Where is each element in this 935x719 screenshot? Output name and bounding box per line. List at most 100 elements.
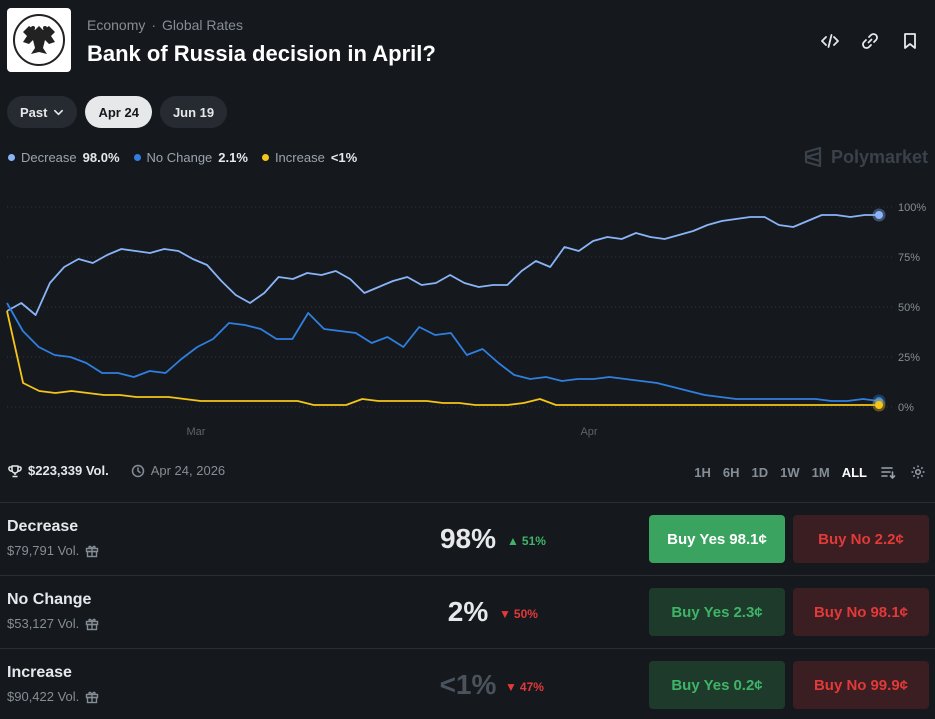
link-icon[interactable] <box>859 30 881 52</box>
buy-no-label: Buy No <box>813 603 867 621</box>
outcome-change-value: 50% <box>513 607 538 621</box>
market-logo <box>7 8 71 72</box>
buy-no-price: 2.2¢ <box>874 530 904 548</box>
outcome-probability: <1% <box>439 669 497 700</box>
y-tick-label: 25% <box>898 352 920 364</box>
buy-no-price: 99.9¢ <box>870 676 909 694</box>
polymarket-brand: Polymarket <box>803 146 928 168</box>
x-tick-label: Apr <box>580 426 597 438</box>
total-volume: $223,339 Vol. <box>8 463 109 478</box>
buy-yes-button[interactable]: Buy Yes 2.3¢ <box>649 588 785 636</box>
outcome-change: ▼ 50% <box>499 607 538 621</box>
range-1h[interactable]: 1H <box>694 464 711 480</box>
legend-label: Decrease <box>21 150 77 165</box>
legend-swatch <box>8 154 15 161</box>
outcome-volume-text: $53,127 Vol. <box>7 616 80 631</box>
buy-yes-label: Buy Yes <box>667 530 726 548</box>
total-volume-text: $223,339 Vol. <box>28 463 109 478</box>
buy-yes-price: 98.1¢ <box>729 530 767 548</box>
trophy-icon <box>8 464 22 477</box>
triangle-down-icon: ▼ <box>505 680 517 694</box>
past-dropdown[interactable]: Past <box>7 96 78 128</box>
range-1w[interactable]: 1W <box>780 464 800 480</box>
legend-label: No Change <box>146 150 213 165</box>
date-pills: Past Apr 24 Jun 19 <box>7 96 228 128</box>
triangle-down-icon: ▼ <box>499 607 511 621</box>
range-1d[interactable]: 1D <box>751 464 769 480</box>
range-all[interactable]: ALL <box>841 464 867 480</box>
market-stats: $223,339 Vol. Apr 24, 2026 <box>8 463 225 478</box>
outcome-row-increase: Increase $90,422 Vol. <1% ▼ 47% Buy Yes … <box>0 648 935 719</box>
range-6h[interactable]: 6H <box>722 464 740 480</box>
price-chart[interactable]: 100% 75% 50% 25% 0% Mar Apr <box>0 180 935 445</box>
eagle-emblem-icon <box>13 14 65 66</box>
brand-name: Polymarket <box>830 146 928 167</box>
bookmark-icon[interactable] <box>899 30 921 52</box>
chart-svg: 100% 75% 50% 25% 0% Mar Apr <box>6 202 926 438</box>
breadcrumb: Economy · Global Rates <box>87 17 243 33</box>
outcome-change-value: 51% <box>521 534 546 548</box>
date-pill[interactable]: Jun 19 <box>159 96 228 128</box>
end-date: Apr 24, 2026 <box>131 463 225 478</box>
outcome-name: Decrease <box>7 518 79 535</box>
buy-yes-button[interactable]: Buy Yes 98.1¢ <box>649 515 785 563</box>
legend-value: 2.1% <box>218 150 248 165</box>
buy-yes-label: Buy Yes <box>671 676 730 694</box>
buy-yes-price: 0.2¢ <box>733 676 763 694</box>
outcome-name: Increase <box>7 664 72 681</box>
outcome-volume: $90,422 Vol. <box>7 689 99 704</box>
embed-code-icon[interactable] <box>819 30 841 52</box>
header-actions <box>819 30 921 52</box>
buy-no-button[interactable]: Buy No 2.2¢ <box>793 515 929 563</box>
clock-icon <box>131 464 144 477</box>
series-line-decrease <box>6 214 879 316</box>
legend-label: Increase <box>274 150 325 165</box>
outcome-change: ▲ 51% <box>507 534 546 548</box>
settings-gear-icon[interactable] <box>909 463 927 481</box>
gift-icon[interactable] <box>85 617 99 631</box>
buy-yes-label: Buy Yes <box>671 603 730 621</box>
legend-value: <1% <box>330 150 358 165</box>
breadcrumb-separator: · <box>151 17 157 33</box>
gift-icon[interactable] <box>85 690 99 704</box>
legend-item: Increase <1% <box>261 150 358 165</box>
filter-icon[interactable] <box>879 463 897 481</box>
legend-value: 98.0% <box>82 150 120 165</box>
past-label: Past <box>20 104 48 120</box>
date-pill[interactable]: Apr 24 <box>85 96 152 128</box>
buy-no-button[interactable]: Buy No 98.1¢ <box>793 588 929 636</box>
outcome-row-decrease: Decrease $79,791 Vol. 98% ▲ 51% Buy Yes … <box>0 502 935 575</box>
chart-legend: Decrease 98.0% No Change 2.1% Increase <… <box>8 150 357 165</box>
y-tick-label: 0% <box>898 402 914 414</box>
legend-item: Decrease 98.0% <box>8 150 120 165</box>
outcome-probability: 2% <box>447 596 489 627</box>
x-tick-label: Mar <box>187 426 206 438</box>
buy-no-price: 98.1¢ <box>870 603 909 621</box>
breadcrumb-item[interactable]: Global Rates <box>162 17 243 33</box>
series-end-point <box>875 401 883 409</box>
outcome-volume: $53,127 Vol. <box>7 616 99 631</box>
time-range-selector: 1H 6H 1D 1W 1M ALL <box>694 463 927 481</box>
outcome-change: ▼ 47% <box>505 680 544 694</box>
buy-yes-price: 2.3¢ <box>733 603 763 621</box>
page-title: Bank of Russia decision in April? <box>87 41 436 66</box>
series-line-increase <box>6 310 879 406</box>
buy-yes-button[interactable]: Buy Yes 0.2¢ <box>649 661 785 709</box>
breadcrumb-item[interactable]: Economy <box>87 17 146 33</box>
buy-no-label: Buy No <box>813 676 867 694</box>
range-1m[interactable]: 1M <box>811 464 830 480</box>
outcome-list: Decrease $79,791 Vol. 98% ▲ 51% Buy Yes … <box>0 502 935 719</box>
triangle-up-icon: ▲ <box>507 534 519 548</box>
buy-no-button[interactable]: Buy No 99.9¢ <box>793 661 929 709</box>
outcome-volume: $79,791 Vol. <box>7 543 99 558</box>
outcome-probability: 98% <box>439 523 497 554</box>
y-tick-label: 100% <box>898 202 926 214</box>
outcome-volume-text: $90,422 Vol. <box>7 689 80 704</box>
outcome-name: No Change <box>7 591 92 608</box>
gift-icon[interactable] <box>85 544 99 558</box>
outcome-row-no-change: No Change $53,127 Vol. 2% ▼ 50% Buy Yes … <box>0 575 935 648</box>
y-tick-label: 75% <box>898 252 920 264</box>
buy-no-label: Buy No <box>818 530 871 548</box>
chevron-down-icon <box>54 109 64 115</box>
legend-swatch <box>133 154 141 161</box>
